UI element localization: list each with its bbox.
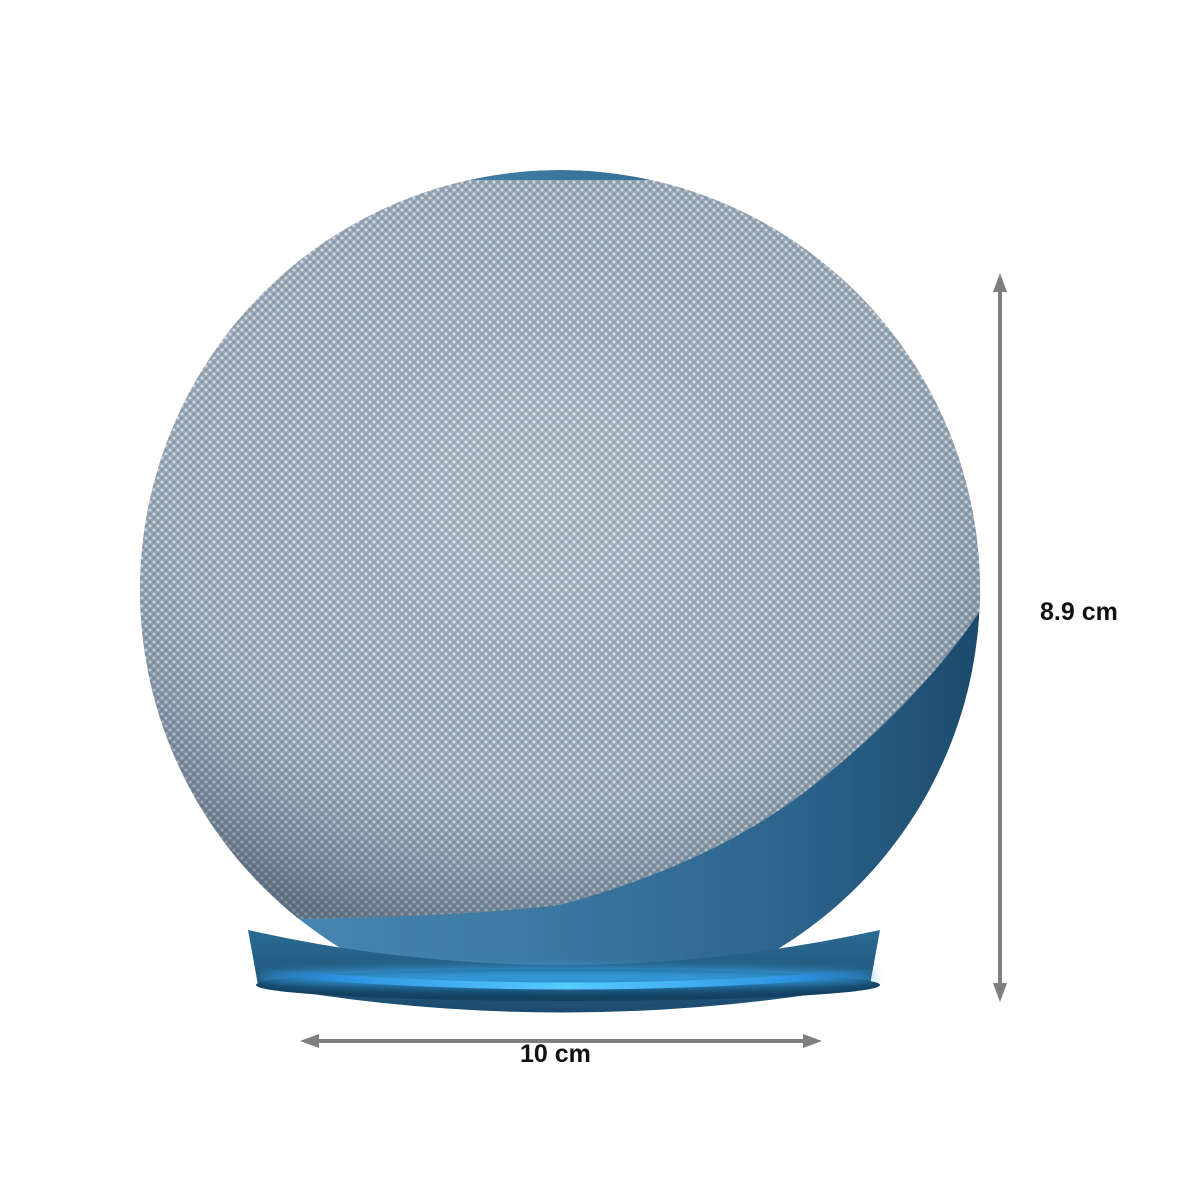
- height-dimension-arrow: [993, 273, 1007, 1002]
- light-ring: [254, 968, 882, 990]
- speaker-fabric: [140, 180, 980, 920]
- width-dimension-label: 10 cm: [520, 1040, 591, 1068]
- height-dimension-label: 8.9 cm: [1040, 598, 1118, 626]
- width-dimension-arrow: [300, 1034, 822, 1048]
